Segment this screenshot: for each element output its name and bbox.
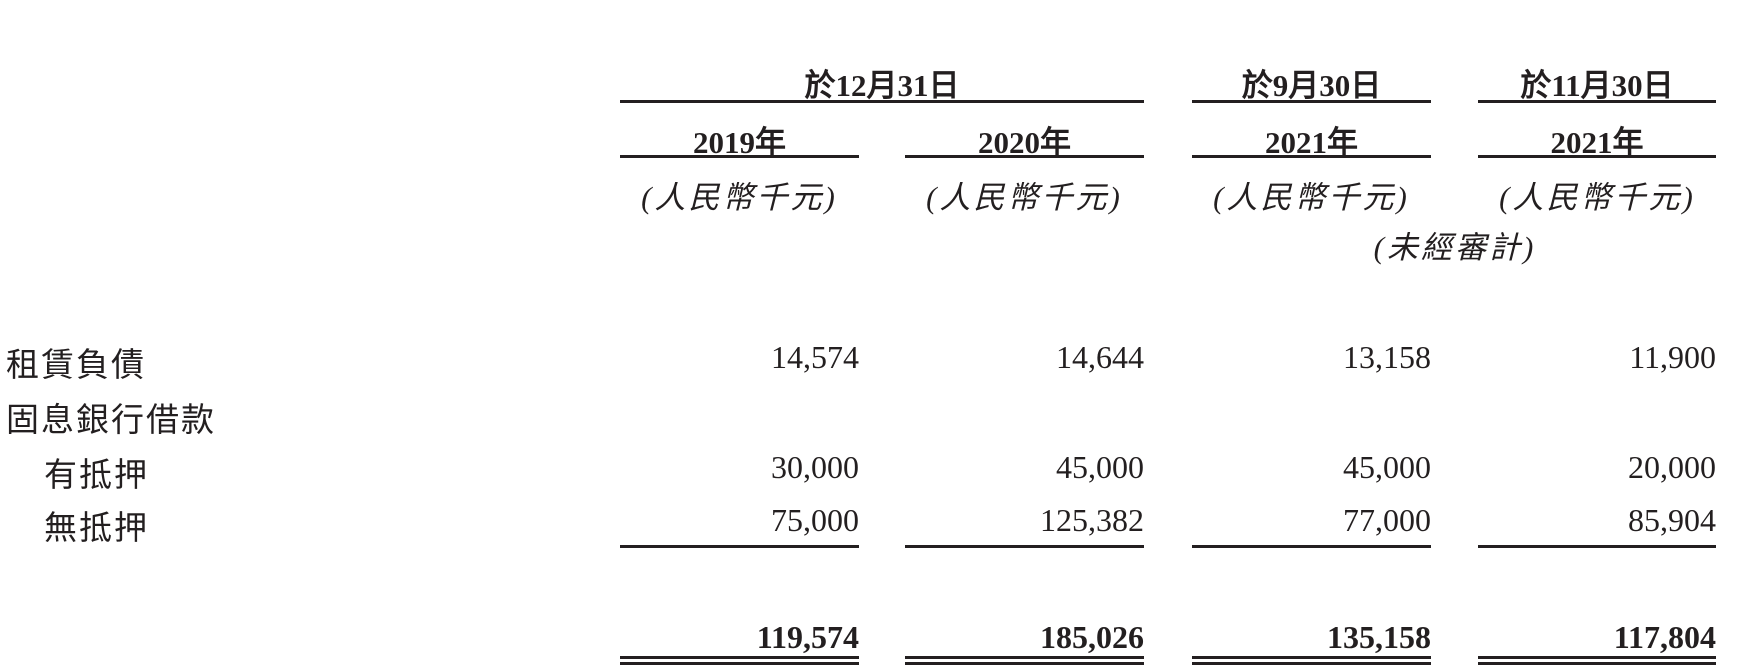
- row-label-fixed-rate-bank-borrowings: 固息銀行借款: [6, 403, 216, 439]
- cell-value: 20,000: [1628, 449, 1716, 485]
- total-double-rule: [1478, 656, 1716, 665]
- group-header-sep30: 於9月30日: [1241, 68, 1382, 103]
- total-value: 119,574: [756, 619, 859, 655]
- year-divider: [1192, 155, 1431, 158]
- subtotal-rule: [620, 545, 859, 548]
- group-header-dec31: 於12月31日: [804, 68, 960, 103]
- subtotal-rule: [1478, 545, 1716, 548]
- total-double-rule: [1192, 656, 1431, 665]
- total-double-rule: [620, 656, 859, 665]
- group-header-nov30: 於11月30日: [1520, 68, 1674, 103]
- row-label-secured: 有抵押: [44, 458, 149, 494]
- group-divider: [1192, 100, 1431, 103]
- cell-value: 14,644: [1056, 339, 1144, 375]
- unit-label: (人民幣千元): [641, 180, 838, 215]
- year-divider: [1478, 155, 1716, 158]
- cell-value: 30,000: [771, 449, 859, 485]
- cell-value: 45,000: [1056, 449, 1144, 485]
- total-value: 135,158: [1327, 619, 1431, 655]
- subtotal-rule: [1192, 545, 1431, 548]
- total-value: 117,804: [1613, 619, 1716, 655]
- year-divider: [620, 155, 859, 158]
- cell-value: 45,000: [1343, 449, 1431, 485]
- unit-label: (人民幣千元): [926, 180, 1123, 215]
- unit-label: (人民幣千元): [1499, 180, 1696, 215]
- cell-value: 11,900: [1629, 339, 1716, 375]
- total-double-rule: [905, 656, 1144, 665]
- cell-value: 13,158: [1343, 339, 1431, 375]
- unit-label: (人民幣千元): [1213, 180, 1410, 215]
- row-label-unsecured: 無抵押: [44, 511, 149, 547]
- cell-value: 77,000: [1343, 502, 1431, 538]
- cell-value: 14,574: [771, 339, 859, 375]
- subtotal-rule: [905, 545, 1144, 548]
- cell-value: 75,000: [771, 502, 859, 538]
- cell-value: 85,904: [1628, 502, 1716, 538]
- year-header: 2021年: [1265, 125, 1358, 160]
- group-divider: [1478, 100, 1716, 103]
- row-label-lease-liabilities: 租賃負債: [6, 348, 146, 384]
- total-value: 185,026: [1040, 619, 1144, 655]
- group-divider: [620, 100, 1144, 103]
- unaudited-label: (未經審計): [1373, 230, 1537, 265]
- year-divider: [905, 155, 1144, 158]
- year-header: 2020年: [978, 125, 1071, 160]
- cell-value: 125,382: [1040, 502, 1144, 538]
- year-header: 2019年: [693, 125, 786, 160]
- year-header: 2021年: [1550, 125, 1644, 160]
